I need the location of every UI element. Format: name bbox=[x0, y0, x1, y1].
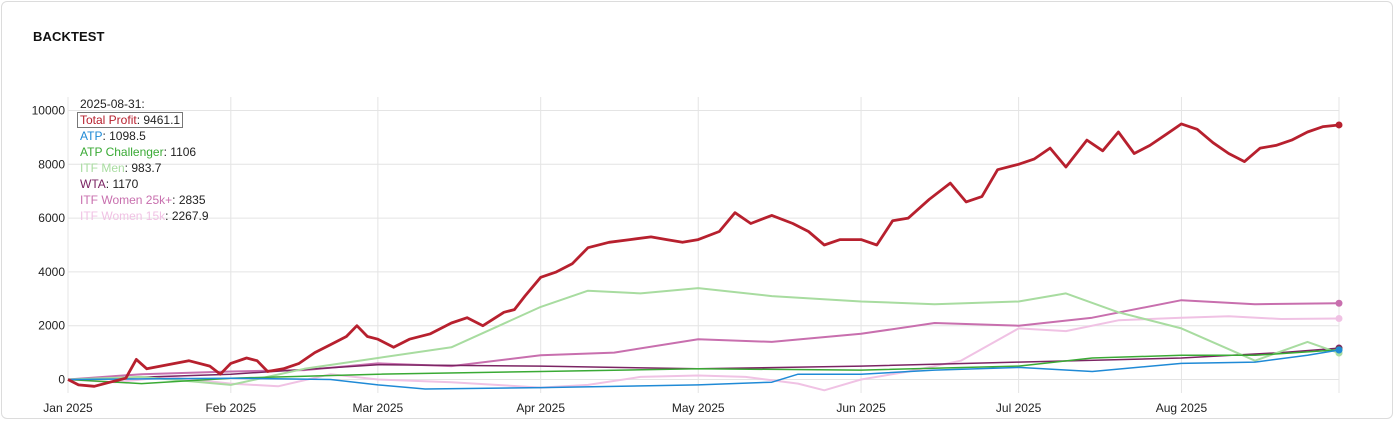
y-tick-label: 6000 bbox=[38, 211, 65, 225]
tooltip-row: WTA: 1170 bbox=[80, 177, 139, 191]
x-tick-label: May 2025 bbox=[672, 401, 725, 415]
series-line-total-profit[interactable] bbox=[67, 122, 1340, 388]
tooltip-row: ITF Women 15k: 2267.9 bbox=[80, 209, 209, 223]
x-axis: Jan 2025 Feb 2025 Mar 2025 Apr 2025 May 2025… bbox=[43, 401, 1207, 415]
x-tick-label: Apr 2025 bbox=[516, 401, 565, 415]
series-endpoint-itf-women-25k bbox=[1335, 299, 1343, 307]
series-line-itf-men[interactable] bbox=[67, 287, 1340, 386]
series-line-itf-women-25k[interactable] bbox=[67, 299, 1340, 381]
tooltip-series-name: ITF Men bbox=[80, 161, 125, 175]
x-tick-label: Jul 2025 bbox=[996, 401, 1042, 415]
y-tick-label: 2000 bbox=[38, 319, 65, 333]
x-tick-label: Jan 2025 bbox=[43, 401, 93, 415]
chart-series bbox=[67, 121, 1343, 392]
tooltip-series-value: 2267.9 bbox=[171, 209, 209, 223]
chart-tooltip: 2025-08-31: Total Profit: 9461.1 ATP: 109… bbox=[77, 96, 209, 224]
series-endpoint-itf-women-15k bbox=[1335, 315, 1343, 323]
tooltip-series-name: ATP Challenger bbox=[80, 145, 164, 159]
chart-grid bbox=[67, 97, 1340, 393]
y-tick-label: 8000 bbox=[38, 157, 65, 171]
tooltip-series-value: 1098.5 bbox=[109, 129, 146, 143]
tooltip-series-value: 1106 bbox=[170, 145, 197, 159]
series-line-atp-challenger[interactable] bbox=[67, 349, 1340, 385]
series-endpoint-total-profit bbox=[1335, 121, 1343, 129]
tooltip-row: ATP: 1098.5 bbox=[80, 129, 146, 143]
tooltip-series-value: 1170 bbox=[112, 177, 139, 191]
tooltip-row: ITF Women 25k+: 2835 bbox=[80, 193, 206, 207]
tooltip-series-name: ITF Women 15k bbox=[80, 209, 166, 223]
tooltip-series-name: Total Profit bbox=[80, 113, 137, 127]
tooltip-date: 2025-08-31: bbox=[80, 97, 145, 111]
x-tick-label: Mar 2025 bbox=[353, 401, 404, 415]
tooltip-series-value: 2835 bbox=[178, 193, 206, 207]
tooltip-series-name: WTA bbox=[80, 177, 106, 191]
tooltip-series-value: 9461.1 bbox=[143, 113, 181, 127]
series-endpoint-atp bbox=[1335, 346, 1343, 354]
x-tick-label: Jun 2025 bbox=[836, 401, 886, 415]
tooltip-series-name: ATP bbox=[80, 129, 103, 143]
tooltip-row: ATP Challenger: 1106 bbox=[80, 145, 197, 159]
card-title: BACKTEST bbox=[33, 29, 105, 44]
tooltip-series-name: ITF Women 25k+ bbox=[80, 193, 173, 207]
series-line-atp[interactable] bbox=[67, 349, 1340, 390]
y-tick-label: 0 bbox=[58, 373, 65, 387]
y-tick-label: 4000 bbox=[38, 265, 65, 279]
series-line-itf-women-15k[interactable] bbox=[67, 315, 1340, 392]
x-tick-label: Aug 2025 bbox=[1156, 401, 1208, 415]
x-tick-label: Feb 2025 bbox=[205, 401, 256, 415]
tooltip-series-value: 983.7 bbox=[131, 161, 162, 175]
tooltip-row: ITF Men: 983.7 bbox=[80, 161, 162, 175]
tooltip-row: Total Profit: 9461.1 bbox=[77, 112, 209, 128]
y-axis: 0 2000 4000 6000 8000 10000 bbox=[32, 103, 66, 386]
y-tick-label: 10000 bbox=[32, 103, 66, 117]
